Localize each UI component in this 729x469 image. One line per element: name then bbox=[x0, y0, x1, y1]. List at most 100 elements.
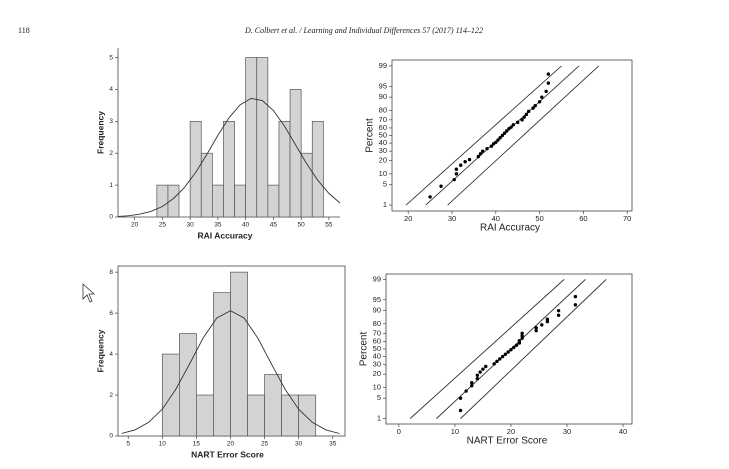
data-point bbox=[534, 326, 538, 330]
data-point bbox=[496, 138, 500, 142]
x-tick-label: 25 bbox=[159, 222, 167, 229]
x-axis-title: RAI Accuracy bbox=[198, 230, 253, 240]
data-point bbox=[502, 131, 507, 135]
x-tick-label: 20 bbox=[227, 441, 235, 448]
data-point bbox=[573, 303, 578, 307]
data-point bbox=[464, 389, 468, 393]
histogram-bar bbox=[234, 184, 247, 218]
histogram-bar bbox=[230, 271, 248, 437]
histogram-bar bbox=[300, 152, 313, 218]
data-point bbox=[454, 172, 459, 176]
y-tick-label: 80 bbox=[379, 105, 387, 114]
x-axis-title: NART Error Score bbox=[467, 436, 548, 447]
histogram-bar bbox=[267, 184, 280, 218]
x-tick-label: 30 bbox=[448, 214, 456, 223]
x-tick-label: 30 bbox=[295, 441, 303, 448]
reference-line bbox=[405, 65, 562, 206]
data-point bbox=[556, 313, 561, 317]
data-point bbox=[546, 72, 551, 76]
x-tick-label: 40 bbox=[242, 222, 250, 229]
y-axis-title: Percent bbox=[365, 118, 376, 153]
data-point bbox=[458, 396, 463, 400]
y-tick-label: 20 bbox=[373, 369, 381, 378]
data-point bbox=[492, 362, 496, 366]
histogram-bar bbox=[196, 394, 214, 437]
histogram-bar bbox=[179, 333, 197, 437]
y-tick-label: 5 bbox=[109, 54, 113, 61]
y-axis-title: Frequency bbox=[95, 111, 105, 154]
data-point bbox=[494, 140, 498, 145]
x-tick-label: 15 bbox=[193, 441, 201, 448]
data-point bbox=[526, 109, 531, 114]
y-tick-label: 95 bbox=[379, 81, 387, 90]
x-tick-label: 5 bbox=[126, 441, 130, 448]
data-point bbox=[463, 160, 467, 164]
data-point bbox=[540, 95, 544, 99]
y-tick-label: 0 bbox=[109, 214, 113, 221]
normal-curve bbox=[117, 97, 341, 217]
histogram-bar bbox=[167, 184, 180, 218]
x-axis-title: RAI Accuracy bbox=[480, 223, 540, 234]
y-tick-label: 0 bbox=[109, 433, 113, 440]
data-point bbox=[522, 115, 526, 119]
reference-line bbox=[447, 65, 600, 206]
data-point bbox=[546, 81, 551, 85]
data-point bbox=[520, 336, 524, 340]
histogram-bar bbox=[212, 184, 224, 218]
data-point bbox=[470, 384, 474, 388]
data-point bbox=[485, 146, 489, 151]
y-tick-label: 5 bbox=[377, 393, 381, 402]
plot-frame bbox=[385, 273, 633, 425]
x-tick-label: 40 bbox=[619, 427, 627, 436]
y-tick-label: 1 bbox=[109, 182, 113, 189]
data-point bbox=[475, 377, 480, 381]
y-tick-label: 2 bbox=[109, 392, 113, 399]
data-point bbox=[544, 89, 548, 94]
y-tick-label: 90 bbox=[379, 92, 387, 101]
data-point bbox=[531, 106, 535, 110]
reference-line bbox=[460, 279, 607, 419]
x-tick-label: 50 bbox=[298, 222, 306, 229]
data-point bbox=[481, 367, 485, 371]
y-tick-label: 4 bbox=[109, 86, 113, 93]
data-point bbox=[517, 338, 522, 343]
y-tick-label: 90 bbox=[373, 306, 381, 315]
y-tick-label: 8 bbox=[109, 269, 113, 276]
histogram-bar bbox=[247, 394, 265, 437]
histogram-bar bbox=[245, 57, 258, 218]
histogram-bar bbox=[281, 394, 299, 437]
data-point bbox=[495, 359, 499, 364]
y-axis-title: Percent bbox=[359, 332, 370, 367]
data-point bbox=[498, 357, 502, 361]
y-tick-label: 6 bbox=[109, 310, 113, 317]
x-tick-label: 20 bbox=[507, 427, 515, 436]
y-tick-label: 40 bbox=[373, 352, 381, 361]
data-point bbox=[500, 133, 505, 138]
x-tick-label: 50 bbox=[535, 214, 543, 223]
reference-line bbox=[409, 279, 565, 419]
data-point bbox=[480, 149, 485, 153]
mouse-cursor bbox=[82, 283, 96, 303]
x-tick-label: 35 bbox=[329, 441, 337, 448]
y-tick-label: 20 bbox=[379, 156, 387, 165]
y-tick-label: 70 bbox=[373, 328, 381, 337]
y-tick-label: 10 bbox=[373, 382, 381, 391]
data-point bbox=[458, 408, 463, 413]
x-tick-label: 40 bbox=[492, 214, 500, 223]
data-point bbox=[540, 323, 544, 327]
histogram-bar bbox=[223, 120, 235, 218]
data-point bbox=[520, 118, 524, 122]
data-point bbox=[524, 112, 529, 117]
y-tick-label: 2 bbox=[109, 150, 113, 157]
data-point bbox=[500, 354, 505, 359]
y-tick-label: 50 bbox=[373, 344, 381, 353]
plot-frame bbox=[391, 59, 633, 212]
y-tick-label: 30 bbox=[373, 360, 381, 369]
y-tick-label: 5 bbox=[383, 180, 387, 189]
x-tick-label: 55 bbox=[325, 222, 333, 229]
data-point bbox=[475, 373, 480, 377]
histogram-bar bbox=[298, 394, 317, 437]
data-point bbox=[511, 123, 516, 127]
